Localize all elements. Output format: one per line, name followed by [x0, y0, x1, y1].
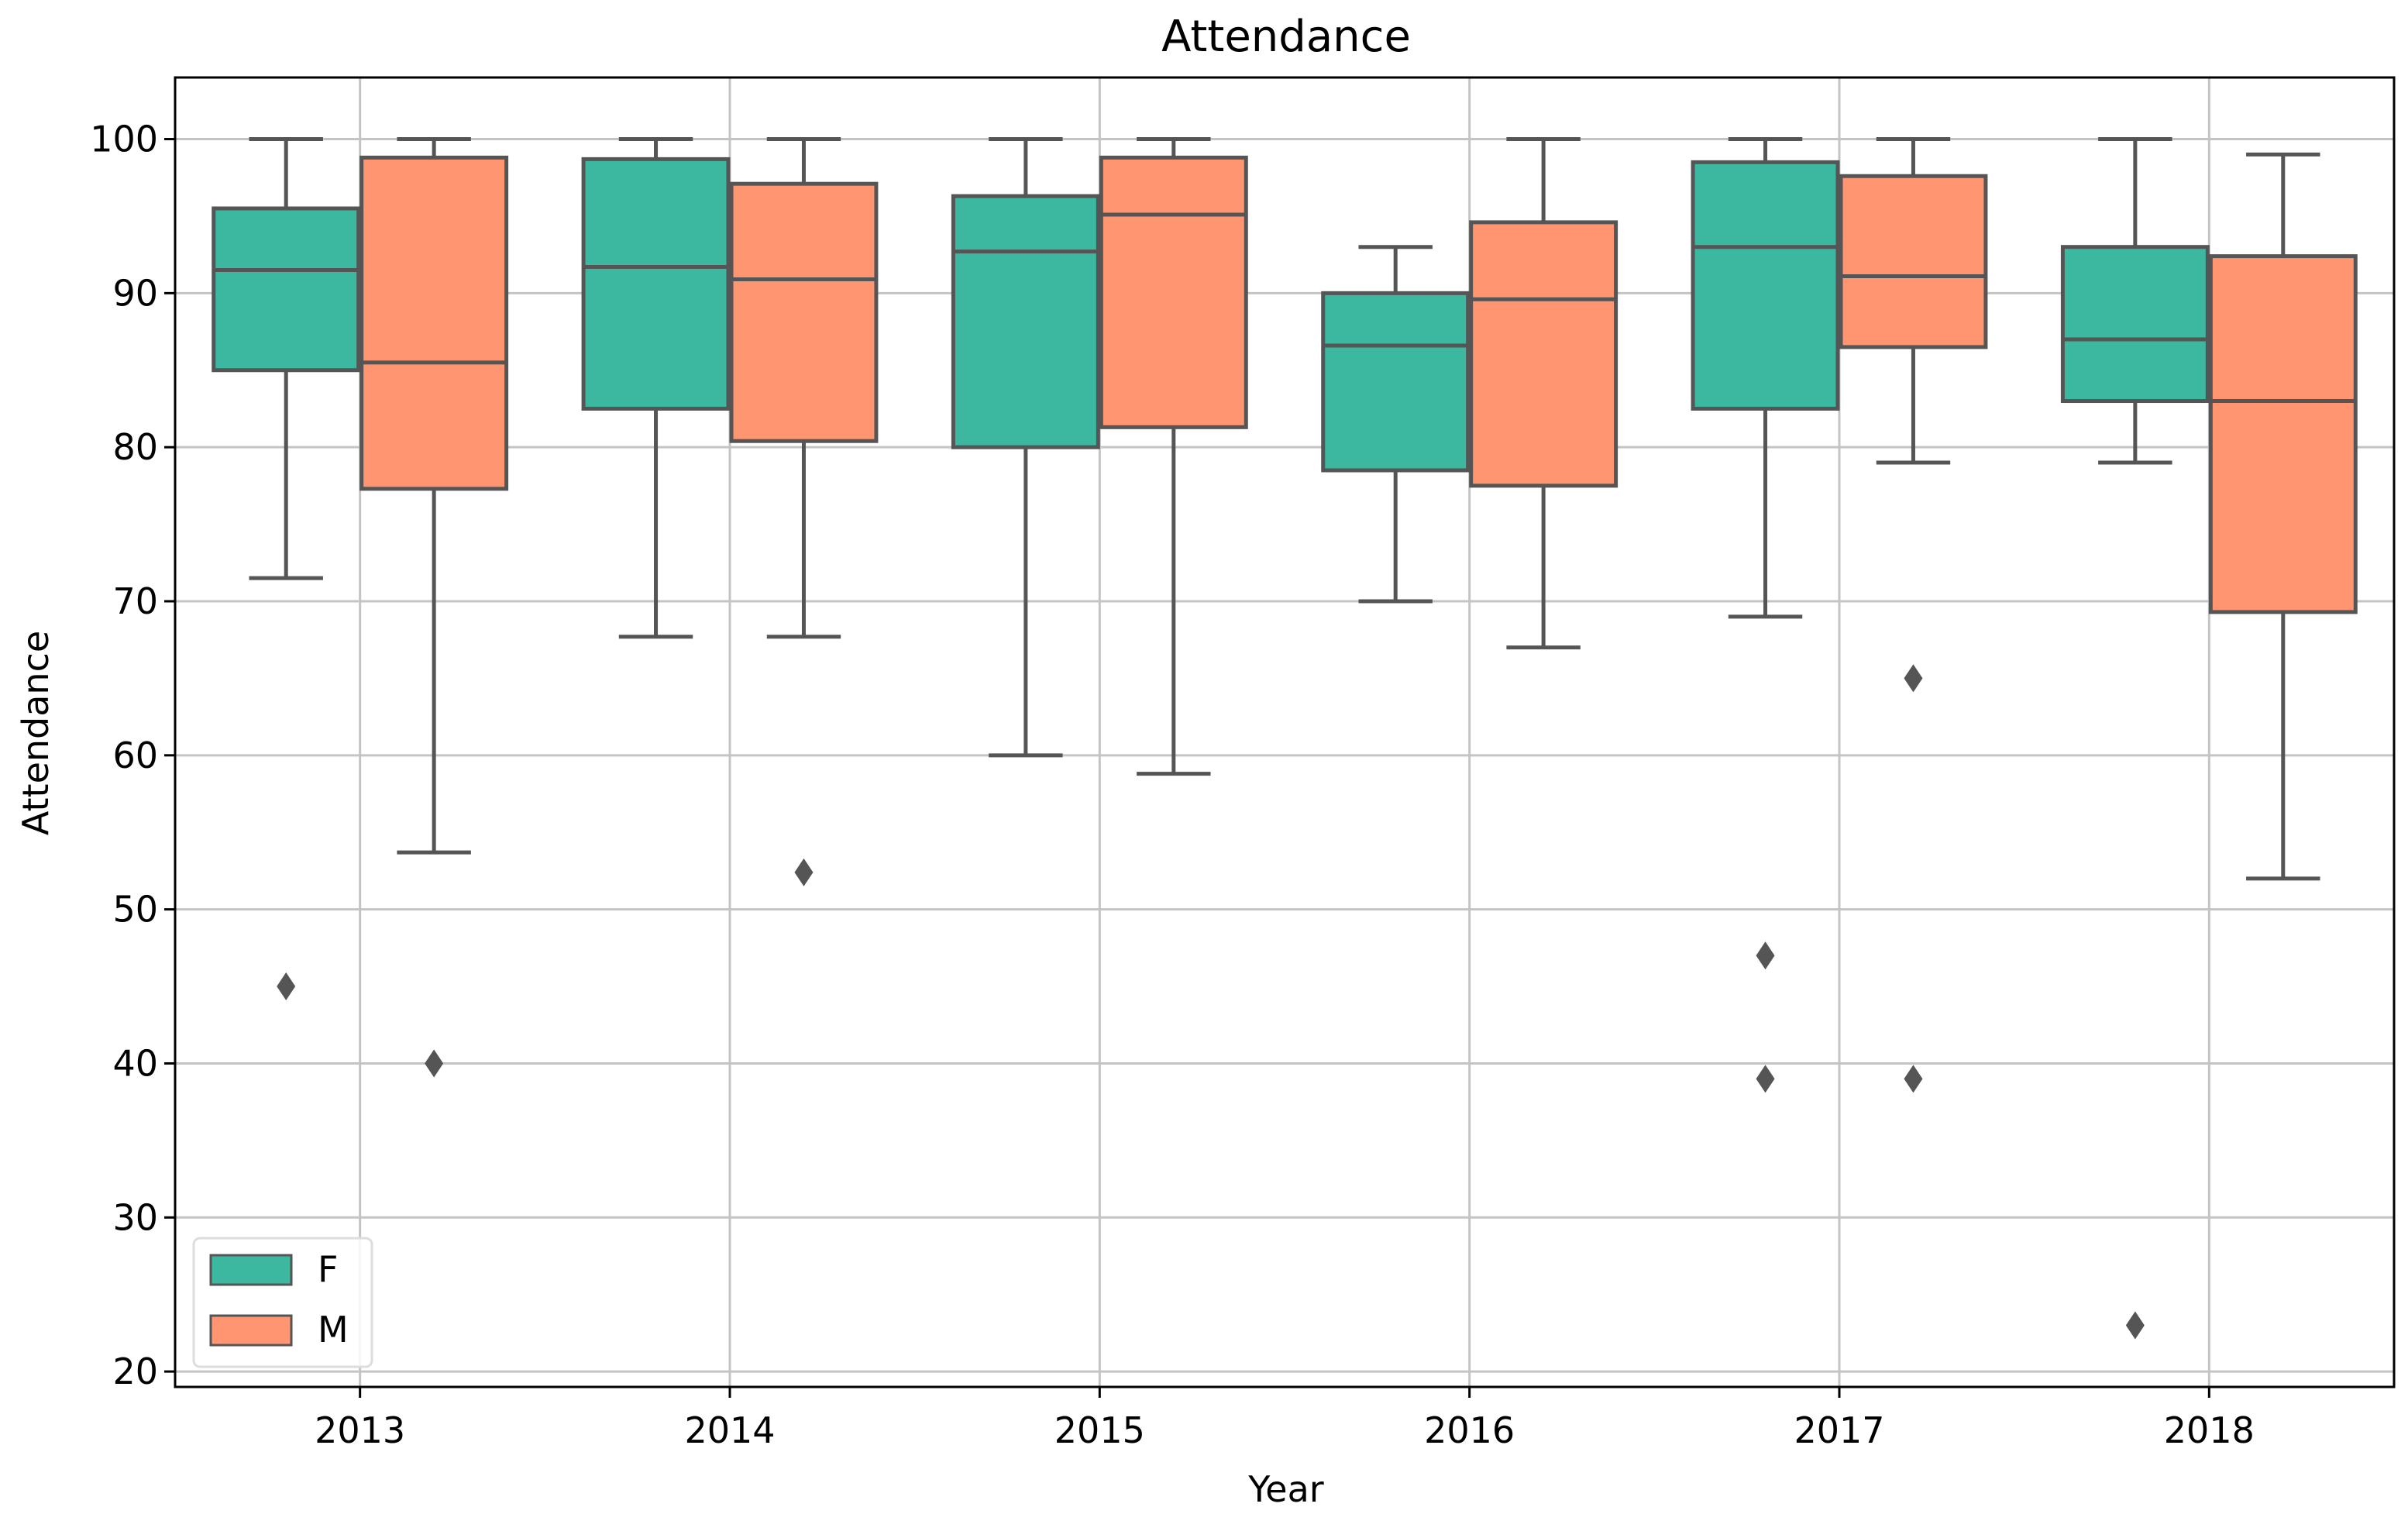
box-M-2013 — [359, 137, 509, 1078]
outlier-point — [1904, 664, 1923, 693]
box-F-2015 — [951, 137, 1100, 758]
iqr-box — [581, 157, 731, 411]
iqr-box — [359, 155, 509, 491]
outlier-point — [1756, 941, 1775, 970]
iqr-box — [1321, 291, 1471, 473]
chart-title: Attendance — [1161, 12, 1411, 62]
y-tick-label: 100 — [90, 119, 158, 160]
x-tick-label: 2013 — [315, 1409, 405, 1451]
x-tick-label: 2016 — [1424, 1409, 1515, 1451]
iqr-box — [729, 181, 879, 443]
box-M-2016 — [1469, 137, 1619, 650]
iqr-box — [2208, 254, 2358, 614]
legend-swatch-F — [209, 1254, 293, 1286]
outlier-point — [1756, 1065, 1775, 1093]
y-tick-label: 90 — [112, 272, 158, 314]
y-tick-label: 20 — [112, 1351, 158, 1392]
box-F-2014 — [581, 137, 731, 639]
y-tick-label: 60 — [112, 735, 158, 776]
box-M-2015 — [1099, 137, 1248, 776]
y-tick-label: 80 — [112, 426, 158, 468]
x-tick-label: 2014 — [684, 1409, 775, 1451]
iqr-box — [1839, 174, 1988, 349]
box-F-2018 — [2060, 137, 2210, 1340]
legend-label-F: F — [318, 1248, 338, 1290]
outlier-point — [2125, 1311, 2145, 1340]
outlier-point — [425, 1049, 444, 1078]
y-tick-label: 40 — [112, 1042, 158, 1084]
y-tick-label: 50 — [112, 889, 158, 931]
legend-swatch-M — [209, 1314, 293, 1347]
axes: 20 30 40 50 60 70 80 90 100 2013 2014 2015 2016 2017 2… — [90, 76, 2396, 1451]
box-M-2014 — [729, 137, 879, 886]
iqr-box — [2060, 245, 2210, 404]
box-M-2017 — [1839, 137, 1988, 1093]
outlier-point — [1904, 1065, 1923, 1093]
iqr-box — [951, 194, 1100, 449]
outlier-point — [277, 972, 296, 1001]
iqr-box — [1099, 155, 1248, 429]
outlier-point — [794, 858, 814, 886]
iqr-box — [1469, 220, 1619, 488]
x-tick-label: 2015 — [1054, 1409, 1145, 1451]
plot-frame — [174, 76, 2396, 1388]
iqr-box — [212, 206, 361, 373]
box-F-2013 — [212, 137, 361, 1001]
x-tick-label: 2018 — [2164, 1409, 2255, 1451]
box-F-2017 — [1691, 137, 1840, 1093]
box-plot-series — [212, 137, 2358, 1340]
x-tick-label: 2017 — [1794, 1409, 1884, 1451]
iqr-box — [1691, 160, 1840, 411]
y-tick-label: 70 — [112, 580, 158, 622]
y-tick-label: 30 — [112, 1196, 158, 1238]
x-axis-label: Year — [1247, 1468, 1323, 1510]
legend-label-M: M — [318, 1309, 349, 1351]
box-F-2016 — [1321, 245, 1471, 604]
y-axis-label: Attendance — [15, 631, 57, 835]
box-M-2018 — [2208, 152, 2358, 881]
legend: FM — [192, 1237, 373, 1368]
